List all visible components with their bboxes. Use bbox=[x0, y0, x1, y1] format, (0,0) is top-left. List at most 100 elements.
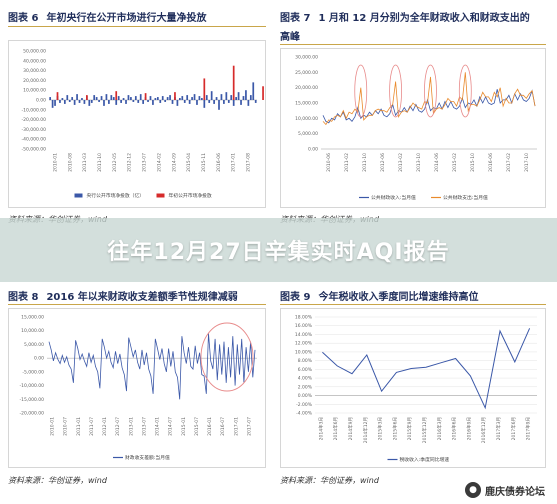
chart-7: 30,000.00 25,000.00 20,000.00 15,000.00 10,0… bbox=[295, 55, 537, 201]
title-rule bbox=[8, 26, 266, 27]
bar bbox=[237, 92, 240, 100]
bar bbox=[90, 100, 93, 103]
bar bbox=[213, 100, 215, 104]
x-tick-label: 2017年3月 bbox=[495, 417, 502, 440]
bar bbox=[159, 100, 162, 103]
legend-label: 公共财政支出:当月值 bbox=[443, 194, 488, 201]
y-tick-label: 25,000.00 bbox=[295, 70, 318, 76]
title-rule bbox=[8, 304, 266, 305]
bar bbox=[210, 91, 213, 100]
highlight-ellipse bbox=[458, 64, 472, 118]
series-line bbox=[322, 328, 531, 410]
bar bbox=[120, 100, 122, 103]
source-note: 资料来源：华创证券，wind bbox=[280, 476, 379, 485]
x-tick-label: 2017年6月 bbox=[510, 417, 517, 440]
bar bbox=[154, 98, 157, 100]
highlight-ellipse bbox=[200, 322, 254, 392]
panel-chart-6: 图表 6 年初央行在公开市场进行大量净投放 50,000.00 40,000.00 3… bbox=[0, 0, 278, 240]
y-tick-label: -20,000.00 bbox=[19, 411, 44, 417]
x-tick-label: 2016-06 bbox=[216, 153, 222, 172]
figure-label: 图表 7 bbox=[280, 13, 311, 24]
bar bbox=[103, 100, 105, 106]
panel-title-line2: 高峰 bbox=[280, 32, 300, 43]
bar bbox=[73, 100, 76, 105]
bar bbox=[208, 100, 211, 103]
x-tick-label: 2017年9月 bbox=[525, 417, 532, 440]
x-tick-label: 2013-02 bbox=[398, 153, 404, 172]
bar bbox=[98, 100, 100, 102]
x-tick-label: 2014年9月 bbox=[347, 417, 354, 440]
bar bbox=[254, 100, 257, 103]
bar bbox=[186, 95, 189, 100]
legend-swatch bbox=[74, 193, 83, 198]
x-tick-label: 2017-02 bbox=[506, 153, 512, 172]
bar bbox=[164, 100, 167, 102]
y-tick-label: 15,000.00 bbox=[295, 101, 318, 107]
watermark-text: 鹿庆债券论坛 bbox=[485, 486, 545, 498]
x-tick-label: 2017-07 bbox=[246, 417, 252, 436]
bar bbox=[171, 100, 174, 104]
figure-title: 1 月和 12 月分别为全年财政收入和财政支出的 bbox=[318, 13, 530, 24]
x-tick-label: 2015-02 bbox=[452, 153, 458, 172]
bar bbox=[240, 100, 242, 105]
legend-label: 公共财政收入:当月值 bbox=[371, 194, 416, 201]
y-tick-label: -10,000.00 bbox=[19, 383, 44, 389]
bar bbox=[227, 100, 230, 103]
x-tick-label: 2014年12月 bbox=[362, 417, 369, 443]
x-tick-label: 2016年3月 bbox=[436, 417, 443, 440]
bar bbox=[63, 100, 66, 104]
bar bbox=[176, 100, 179, 106]
y-tick-label: 30,000.00 bbox=[295, 55, 318, 61]
bar bbox=[169, 95, 171, 100]
bar bbox=[220, 94, 223, 100]
bar bbox=[147, 100, 149, 102]
bar bbox=[242, 96, 245, 100]
panel-title: 图表 8 2016 年以来财政收支差额季节性规律减弱 bbox=[8, 288, 238, 303]
series-line bbox=[48, 333, 256, 400]
y-tick-label: -15,000.00 bbox=[19, 397, 44, 403]
y-tick-label: 10.00% bbox=[295, 349, 313, 355]
bar bbox=[161, 96, 164, 100]
bar bbox=[49, 97, 52, 100]
bar bbox=[59, 100, 61, 103]
panel-chart-7: 图表 7 1 月和 12 月分别为全年财政收入和财政支出的 高峰 30,000.0… bbox=[278, 0, 557, 240]
y-tick-label: 10,000.00 bbox=[23, 88, 46, 94]
bar bbox=[83, 100, 86, 104]
bar bbox=[117, 96, 120, 100]
figure-label: 图表 8 bbox=[8, 292, 39, 303]
bar bbox=[115, 100, 118, 105]
x-tick-label: 2016-01 bbox=[207, 417, 213, 436]
chart-frame: 50,000.00 40,000.00 30,000.00 20,000.00 10,0… bbox=[8, 40, 266, 208]
panel-chart-9: 图表 9 今年税收收入季度同比增速维持高位 18.00% 16.00% 14.00% 1… bbox=[278, 280, 557, 504]
x-tick-label: 2014-07 bbox=[168, 417, 174, 436]
x-tick-label: 2016-07 bbox=[220, 417, 226, 436]
bar bbox=[191, 97, 193, 100]
source-note: 资料来源：华创证券，wind bbox=[8, 476, 107, 485]
title-rule bbox=[280, 304, 546, 305]
y-tick-label: 2.00% bbox=[298, 384, 313, 390]
x-tick-label: 2013-07 bbox=[142, 153, 148, 172]
y-tick-label: 5,000.00 bbox=[298, 131, 318, 137]
y-tick-label: 16.00% bbox=[295, 323, 313, 329]
x-tick-label: 2015年3月 bbox=[377, 417, 384, 440]
y-tick-label: 0.00 bbox=[34, 356, 44, 362]
bar bbox=[71, 97, 74, 100]
bar bbox=[201, 98, 203, 100]
bar bbox=[166, 97, 169, 100]
y-tick-label: 12.00% bbox=[295, 341, 313, 347]
bar bbox=[152, 100, 154, 105]
x-tick-label: 2014-09 bbox=[171, 153, 177, 172]
bar bbox=[223, 100, 225, 104]
bar bbox=[105, 94, 108, 100]
bar bbox=[215, 97, 218, 100]
bar bbox=[156, 97, 159, 100]
x-tick-label: 2013-10 bbox=[416, 153, 422, 172]
x-tick-label: 2013-01 bbox=[128, 417, 134, 436]
chart-frame: 30,000.00 25,000.00 20,000.00 15,000.00 10,0… bbox=[280, 48, 546, 208]
bar bbox=[78, 100, 81, 103]
x-tick-label: 2016年9月 bbox=[465, 417, 472, 440]
highlight-ellipse bbox=[354, 64, 368, 118]
y-tick-label: -4.00% bbox=[296, 411, 313, 417]
bar-highlight bbox=[174, 92, 176, 100]
y-tick-label: -5,000.00 bbox=[22, 369, 44, 375]
